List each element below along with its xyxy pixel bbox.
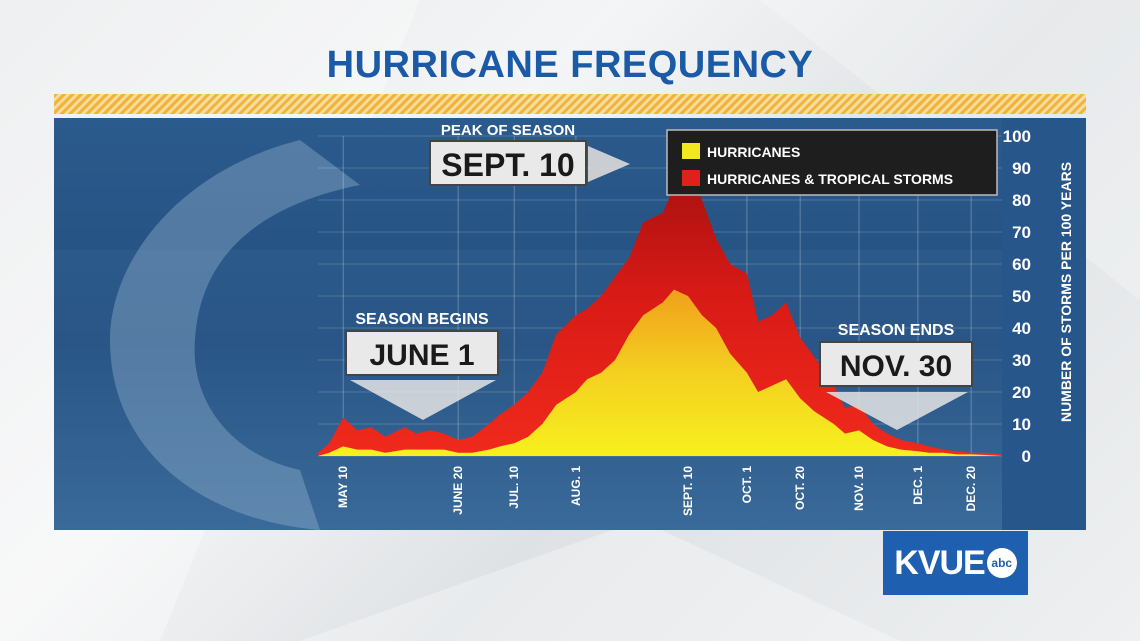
x-tick-label: SEPT. 10 xyxy=(681,466,695,516)
annotation-end: SEASON ENDS NOV. 30 xyxy=(819,322,973,430)
annotation-begin: SEASON BEGINS JUNE 1 xyxy=(345,311,499,420)
y-tick-label: 70 xyxy=(1012,223,1031,242)
x-tick-label: JUL. 10 xyxy=(507,466,521,509)
annotation-begin-date: JUNE 1 xyxy=(369,339,474,372)
annotation-begin-arrow xyxy=(350,380,496,420)
decorative-stripe xyxy=(54,94,1086,114)
annotation-peak: PEAK OF SEASON SEPT. 10 xyxy=(429,122,630,186)
station-logo: KVUE abc xyxy=(883,531,1028,595)
logo-text: KVUE xyxy=(894,543,985,582)
legend: HURRICANES HURRICANES & TROPICAL STORMS xyxy=(666,129,998,196)
x-tick-label: NOV. 10 xyxy=(852,466,866,511)
x-tick-label: DEC. 20 xyxy=(964,466,978,512)
legend-label-hurricanes: HURRICANES xyxy=(707,144,800,160)
annotation-peak-caption: PEAK OF SEASON xyxy=(441,122,575,139)
x-tick-label: OCT. 1 xyxy=(740,466,754,504)
y-tick-label: 90 xyxy=(1012,159,1031,178)
y-tick-label: 60 xyxy=(1012,255,1031,274)
y-tick-label: 50 xyxy=(1012,287,1031,306)
storm-swirl-graphic xyxy=(110,140,360,530)
y-axis-label: NUMBER OF STORMS PER 100 YEARS xyxy=(1058,162,1074,422)
legend-swatch-hurricanes xyxy=(682,143,700,159)
annotation-begin-caption: SEASON BEGINS xyxy=(355,311,489,328)
legend-label-hurricanes-and-tropical-storms: HURRICANES & TROPICAL STORMS xyxy=(707,171,953,187)
x-tick-label: JUNE 20 xyxy=(451,466,465,515)
legend-swatch-hurricanes-and-tropical-storms xyxy=(682,170,700,186)
area-hurricanes xyxy=(318,289,1002,456)
y-tick-label: 0 xyxy=(1022,447,1031,466)
y-tick-label: 20 xyxy=(1012,383,1031,402)
x-tick-label: OCT. 20 xyxy=(793,466,807,510)
annotation-peak-date: SEPT. 10 xyxy=(441,147,574,183)
annotation-end-arrow xyxy=(826,392,968,430)
y-tick-label: 40 xyxy=(1012,319,1031,338)
x-tick-label: MAY 10 xyxy=(336,466,350,508)
y-axis-ticks: 0 10 20 30 40 50 60 70 80 90 100 xyxy=(1003,127,1031,466)
y-tick-label: 10 xyxy=(1012,415,1031,434)
x-tick-label: DEC. 1 xyxy=(911,466,925,505)
x-tick-label: AUG. 1 xyxy=(569,466,583,506)
annotation-end-date: NOV. 30 xyxy=(840,350,952,383)
y-tick-label: 100 xyxy=(1003,127,1031,146)
abc-badge: abc xyxy=(986,548,1017,578)
page-title: HURRICANE FREQUENCY xyxy=(326,44,814,86)
y-tick-label: 30 xyxy=(1012,351,1031,370)
annotation-peak-arrow xyxy=(588,146,630,182)
x-axis-ticks: MAY 10 JUNE 20 JUL. 10 AUG. 1 SEPT. 10 OCT. 1… xyxy=(336,466,978,516)
y-tick-label: 80 xyxy=(1012,191,1031,210)
annotation-end-caption: SEASON ENDS xyxy=(838,322,955,339)
